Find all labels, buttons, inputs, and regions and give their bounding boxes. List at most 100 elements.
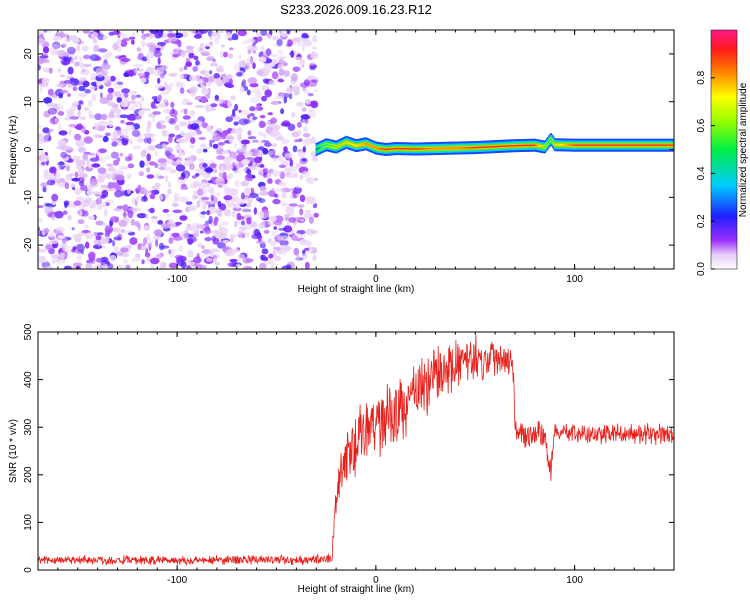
spectrogram-ytick-label: 10 — [23, 96, 34, 108]
noise-blob — [175, 164, 186, 172]
noise-blob — [223, 195, 233, 201]
noise-blob — [91, 93, 96, 102]
ridge-segment — [644, 144, 647, 146]
noise-blob — [67, 215, 72, 221]
ridge-segment — [419, 148, 421, 150]
noise-blob — [44, 266, 54, 269]
noise-blob — [231, 161, 236, 166]
noise-blob — [99, 92, 103, 99]
noise-blob — [130, 39, 135, 45]
noise-blob — [51, 193, 59, 202]
noise-blob — [175, 143, 182, 152]
ridge-segment — [341, 143, 344, 145]
noise-blob — [54, 83, 65, 87]
noise-blob — [118, 219, 127, 227]
noise-blob — [174, 124, 180, 131]
noise-blob — [197, 188, 204, 196]
noise-blob — [143, 71, 150, 77]
noise-blob — [90, 76, 96, 81]
noise-blob — [58, 161, 65, 166]
ridge-segment — [601, 144, 604, 146]
noise-blob — [271, 170, 281, 177]
ridge-segment — [357, 144, 359, 146]
noise-blob — [173, 115, 178, 123]
noise-blob — [122, 204, 129, 212]
noise-blob — [310, 100, 319, 109]
ridge-segment — [413, 148, 415, 150]
noise-blob — [153, 51, 162, 58]
noise-blob — [94, 56, 102, 61]
noise-blob — [261, 248, 269, 255]
noise-blob — [114, 190, 123, 198]
noise-blob — [148, 161, 156, 166]
noise-blob — [68, 123, 77, 128]
noise-blob — [74, 188, 82, 195]
noise-blob — [78, 85, 86, 92]
noise-blob — [135, 197, 140, 201]
noise-blob — [49, 239, 59, 244]
noise-blob — [233, 121, 239, 126]
noise-blob — [89, 152, 96, 156]
noise-blob — [93, 122, 99, 131]
noise-blob — [217, 208, 223, 217]
noise-blob — [38, 57, 44, 65]
noise-blob — [270, 155, 280, 159]
noise-blob — [118, 33, 128, 38]
noise-blob — [148, 240, 154, 245]
noise-blob — [157, 94, 162, 101]
ridge-segment — [408, 148, 411, 150]
noise-blob — [72, 262, 83, 267]
noise-blob — [139, 245, 148, 250]
noise-blob — [110, 151, 119, 159]
ridge-segment — [415, 148, 418, 150]
noise-blob — [290, 50, 295, 58]
ridge-segment — [544, 145, 547, 148]
ridge-segment — [399, 148, 401, 150]
snr-ylabel: SNR (10 * v/v) — [8, 419, 19, 483]
ridge-segment — [489, 146, 492, 148]
noise-blob — [40, 155, 50, 162]
noise-blob — [188, 30, 193, 33]
snr-xtick-label: 0 — [373, 575, 379, 586]
ridge-segment — [362, 143, 364, 145]
noise-blob — [154, 84, 164, 89]
noise-blob — [129, 237, 138, 245]
noise-blob — [82, 63, 92, 68]
noise-blob — [236, 215, 245, 220]
noise-blob — [149, 207, 155, 214]
noise-blob — [159, 195, 164, 200]
noise-blob — [243, 150, 254, 157]
ridge-segment — [564, 144, 567, 146]
noise-blob — [179, 215, 188, 221]
ridge-segment — [376, 147, 378, 149]
noise-blob — [38, 248, 47, 253]
spectrogram-xlabel: Height of straight line (km) — [298, 284, 415, 295]
noise-blob — [273, 220, 283, 226]
noise-blob — [207, 180, 213, 184]
noise-blob — [254, 91, 263, 99]
noise-blob — [63, 201, 70, 207]
noise-blob — [71, 177, 81, 182]
noise-blob — [272, 249, 277, 257]
noise-blob — [262, 256, 269, 261]
ridge-segment — [326, 144, 328, 146]
noise-blob — [55, 172, 61, 180]
noise-blob — [246, 89, 251, 96]
ridge-segment — [593, 144, 595, 146]
noise-blob — [47, 231, 56, 237]
noise-blob — [249, 113, 255, 117]
noise-blob — [227, 202, 237, 208]
noise-blob — [218, 132, 228, 138]
noise-blob — [162, 209, 170, 213]
noise-blob — [163, 81, 168, 90]
ridge-segment — [459, 147, 462, 149]
noise-blob — [181, 30, 189, 38]
noise-blob — [179, 87, 185, 94]
noise-blob — [123, 210, 127, 219]
noise-blob — [131, 207, 142, 212]
noise-blob — [250, 221, 258, 228]
noise-blob — [202, 163, 208, 168]
noise-blob — [100, 63, 111, 70]
